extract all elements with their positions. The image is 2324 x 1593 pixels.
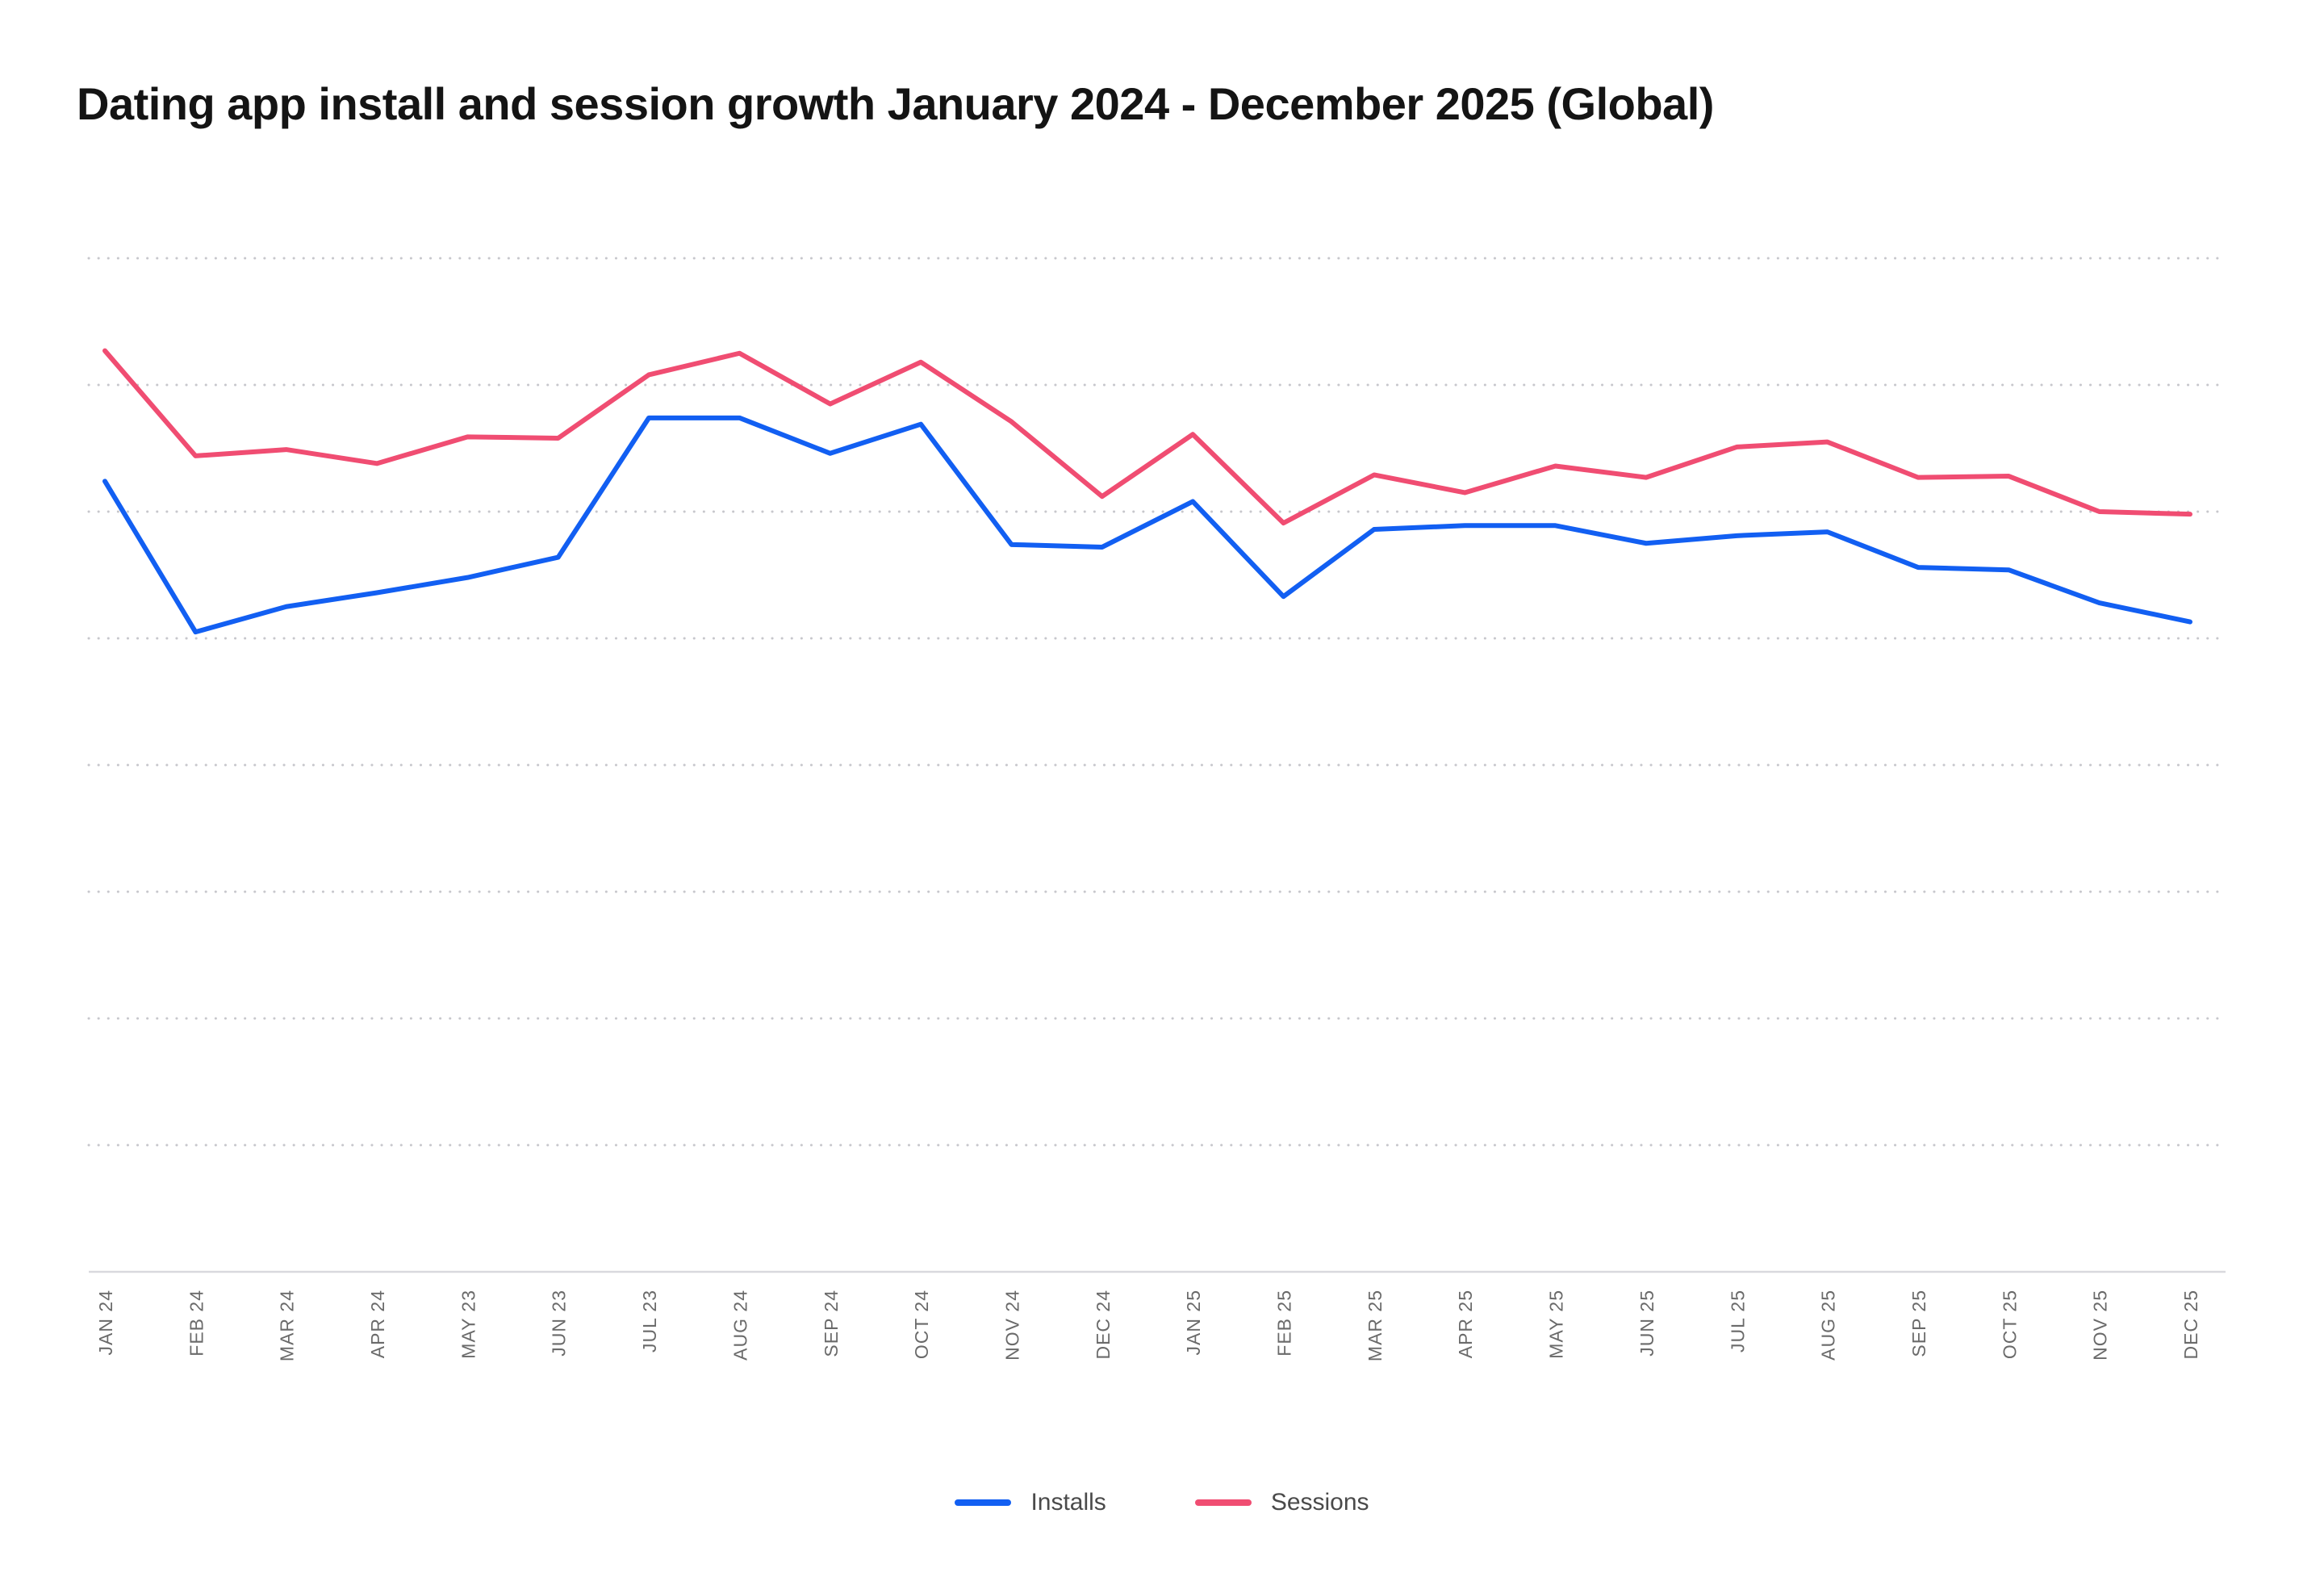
x-tick-label: JUN 25 bbox=[1636, 1290, 1657, 1357]
legend-marker-installs bbox=[955, 1499, 1012, 1506]
legend-marker-sessions bbox=[1194, 1499, 1252, 1506]
x-tick-label: OCT 25 bbox=[1999, 1290, 2020, 1359]
x-tick-label: JUL 25 bbox=[1727, 1290, 1748, 1353]
x-tick-label: MAR 25 bbox=[1365, 1290, 1386, 1361]
x-tick-label: APR 24 bbox=[367, 1290, 388, 1358]
series-line-installs[interactable] bbox=[102, 415, 2192, 635]
chart-legend: Installs Sessions bbox=[0, 1489, 2324, 1516]
x-tick-label: MAY 25 bbox=[1546, 1290, 1567, 1359]
legend-label-installs: Installs bbox=[1030, 1489, 1106, 1516]
x-tick-label: AUG 24 bbox=[729, 1290, 750, 1361]
x-tick-label: FEB 25 bbox=[1274, 1290, 1295, 1357]
x-tick-label: SEP 25 bbox=[1908, 1290, 1929, 1357]
line-chart: JAN 24 FEB 24 MAR 24 APR 24 MAY 23 JUN 23 JUL … bbox=[0, 145, 2324, 1453]
x-tick-label: FEB 24 bbox=[186, 1290, 207, 1357]
x-tick-label: SEP 24 bbox=[821, 1290, 842, 1357]
chart-canvas: JAN 24 FEB 24 MAR 24 APR 24 MAY 23 JUN 23 JUL … bbox=[87, 257, 2227, 1361]
x-tick-label: JAN 24 bbox=[95, 1290, 116, 1355]
x-tick-label: AUG 25 bbox=[1818, 1290, 1839, 1361]
x-tick-label: DEC 24 bbox=[1093, 1290, 1114, 1360]
x-tick-label: DEC 25 bbox=[2180, 1290, 2201, 1360]
x-tick-label: MAR 24 bbox=[277, 1290, 298, 1361]
legend-item-installs[interactable]: Installs bbox=[955, 1489, 1106, 1516]
legend-label-sessions: Sessions bbox=[1270, 1489, 1369, 1516]
x-tick-label: OCT 24 bbox=[911, 1290, 932, 1359]
series-line-sessions[interactable] bbox=[102, 348, 2192, 526]
x-tick-label: NOV 24 bbox=[1001, 1290, 1022, 1361]
x-tick-label: JUL 23 bbox=[639, 1290, 660, 1353]
x-tick-label: JAN 25 bbox=[1183, 1290, 1204, 1355]
x-tick-label: MAY 23 bbox=[458, 1290, 479, 1359]
x-tick-label: NOV 25 bbox=[2090, 1290, 2111, 1361]
legend-item-sessions[interactable]: Sessions bbox=[1194, 1489, 1369, 1516]
chart-title: Dating app install and session growth Ja… bbox=[77, 78, 1714, 129]
x-tick-label: APR 25 bbox=[1455, 1290, 1476, 1358]
x-tick-label: JUN 23 bbox=[549, 1290, 570, 1357]
